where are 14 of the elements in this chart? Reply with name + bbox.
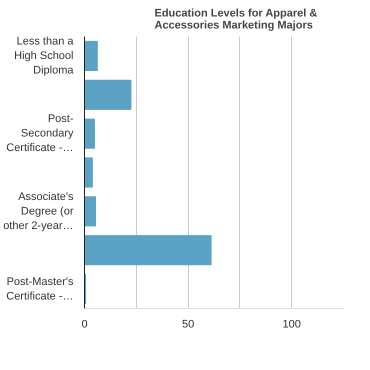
bar [84,235,212,266]
bar [84,196,96,226]
y-tick-label: Post-Master's Certificate -… [6,276,74,302]
bar [84,80,132,110]
bar [84,40,98,71]
x-tick-label: 50 [182,318,194,330]
x-tick-label: 100 [282,318,301,330]
y-tick-label: Less than a High School Diploma [14,36,74,76]
y-tick-label: Post-Secondary Certificate -… [6,113,74,154]
y-tick-label: Associate's Degree (or other 2-year… [3,190,74,232]
bar [84,157,93,188]
bar [84,118,95,149]
chart-title: Education Levels for Apparel & Accessories Marketing Majors [154,8,318,32]
x-tick-label: 0 [81,318,88,330]
